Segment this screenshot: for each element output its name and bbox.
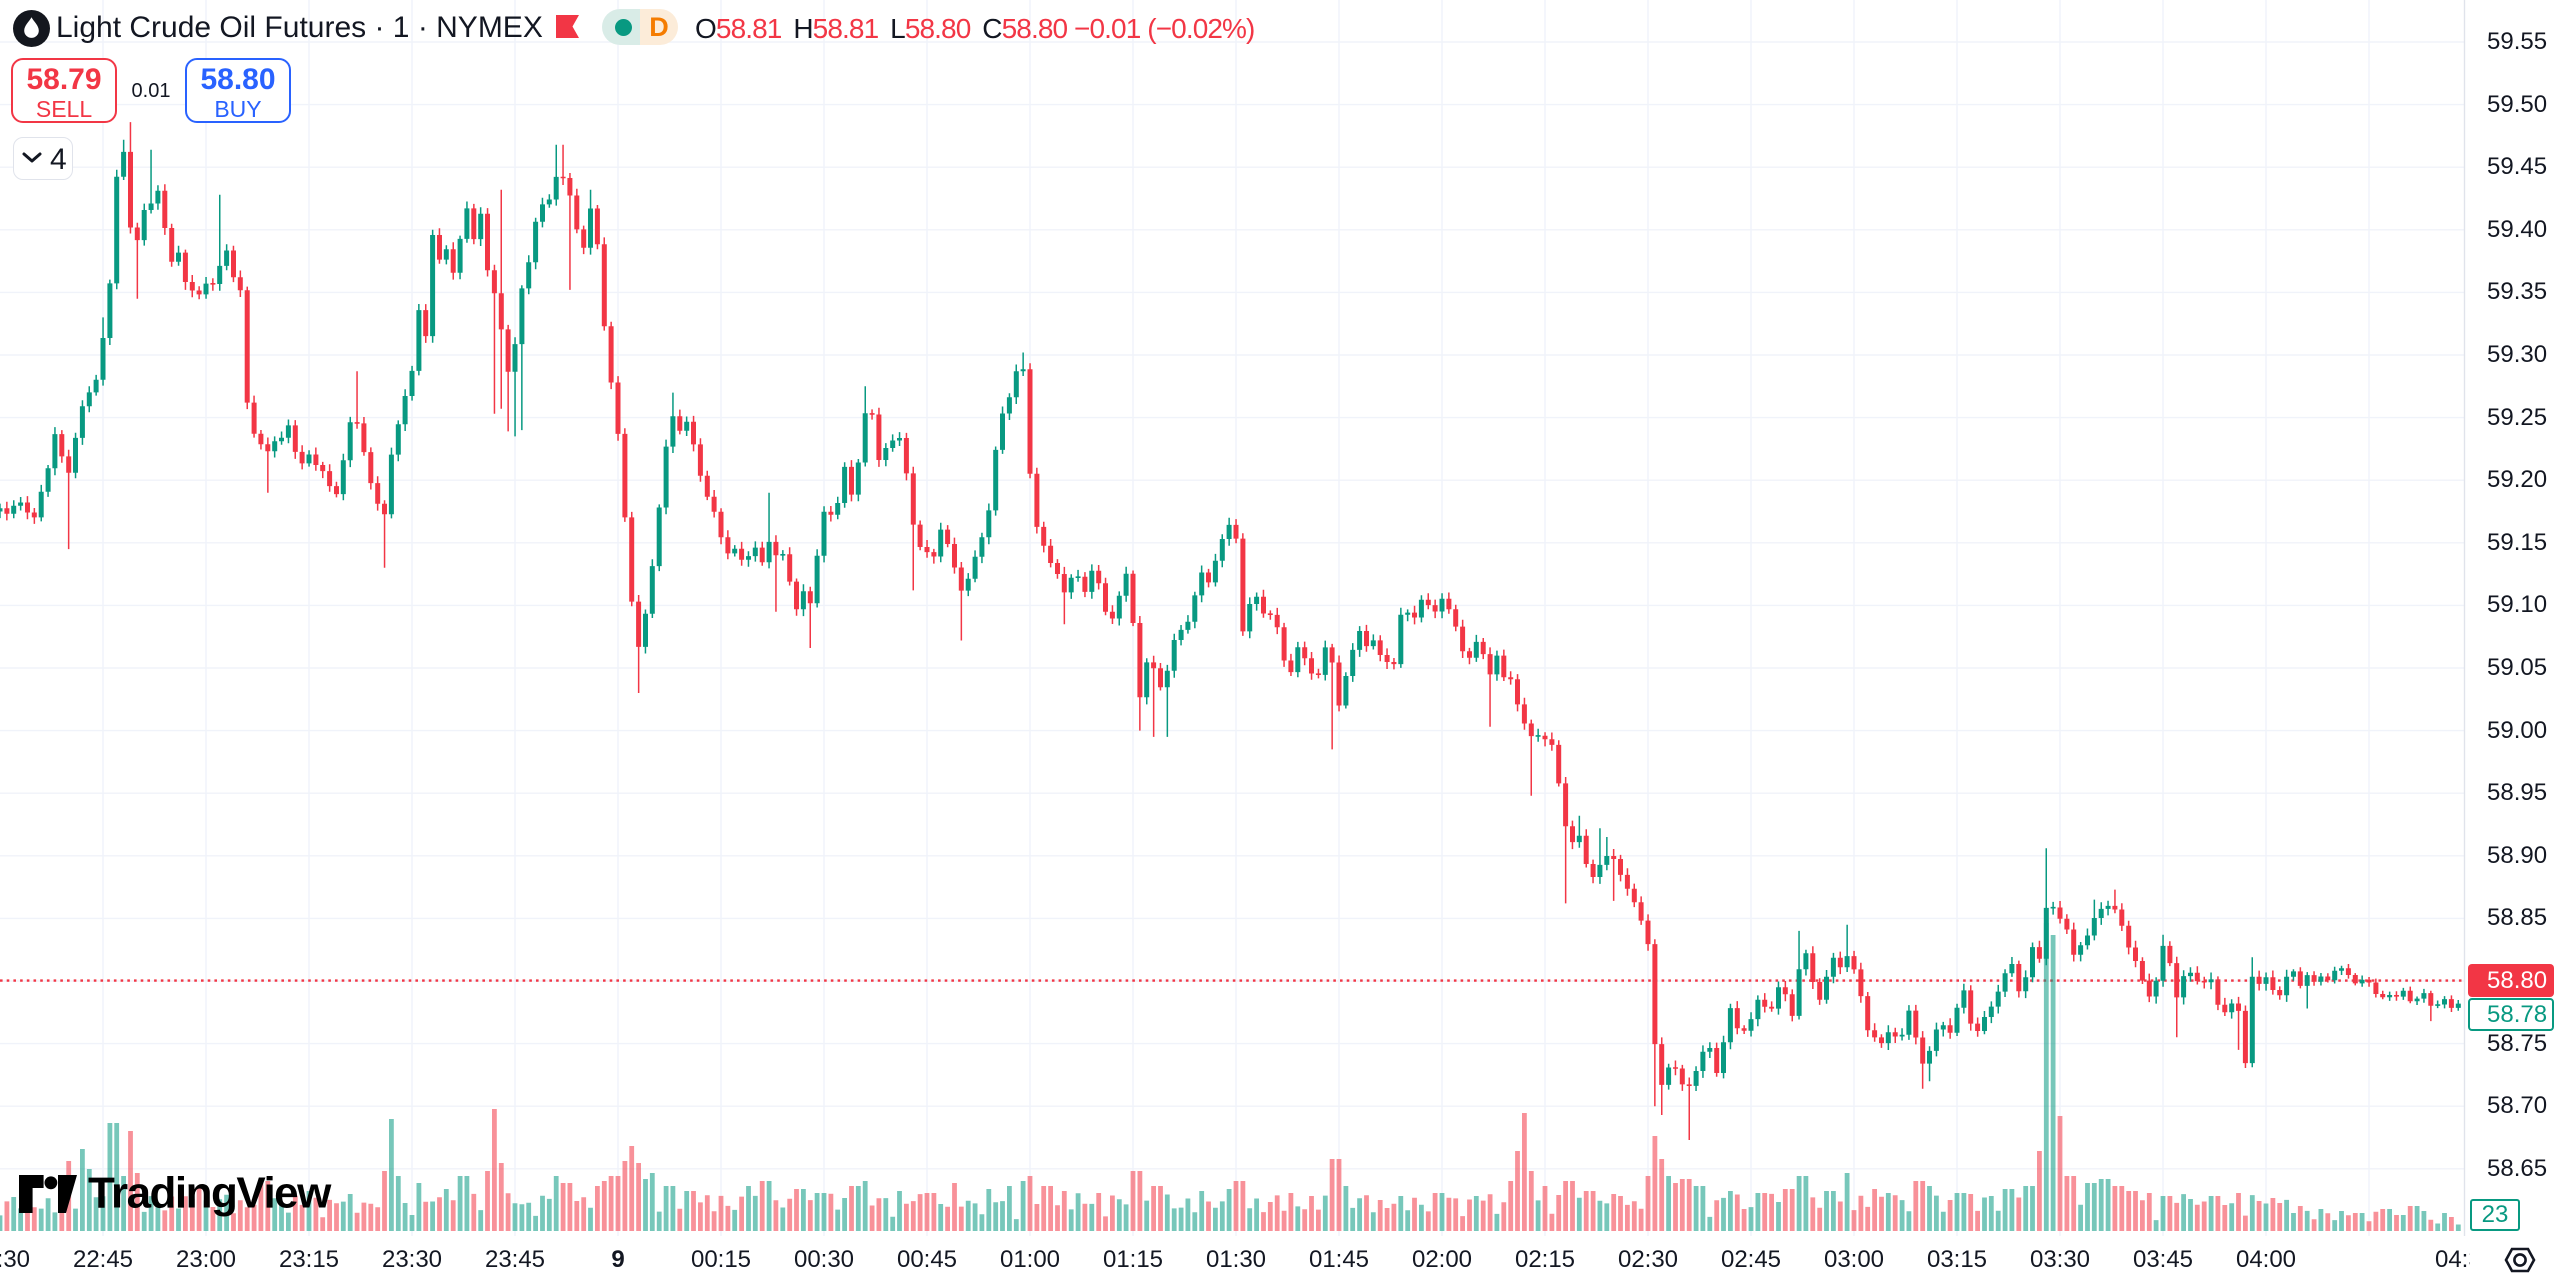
svg-text:TradingView: TradingView: [88, 1169, 332, 1218]
